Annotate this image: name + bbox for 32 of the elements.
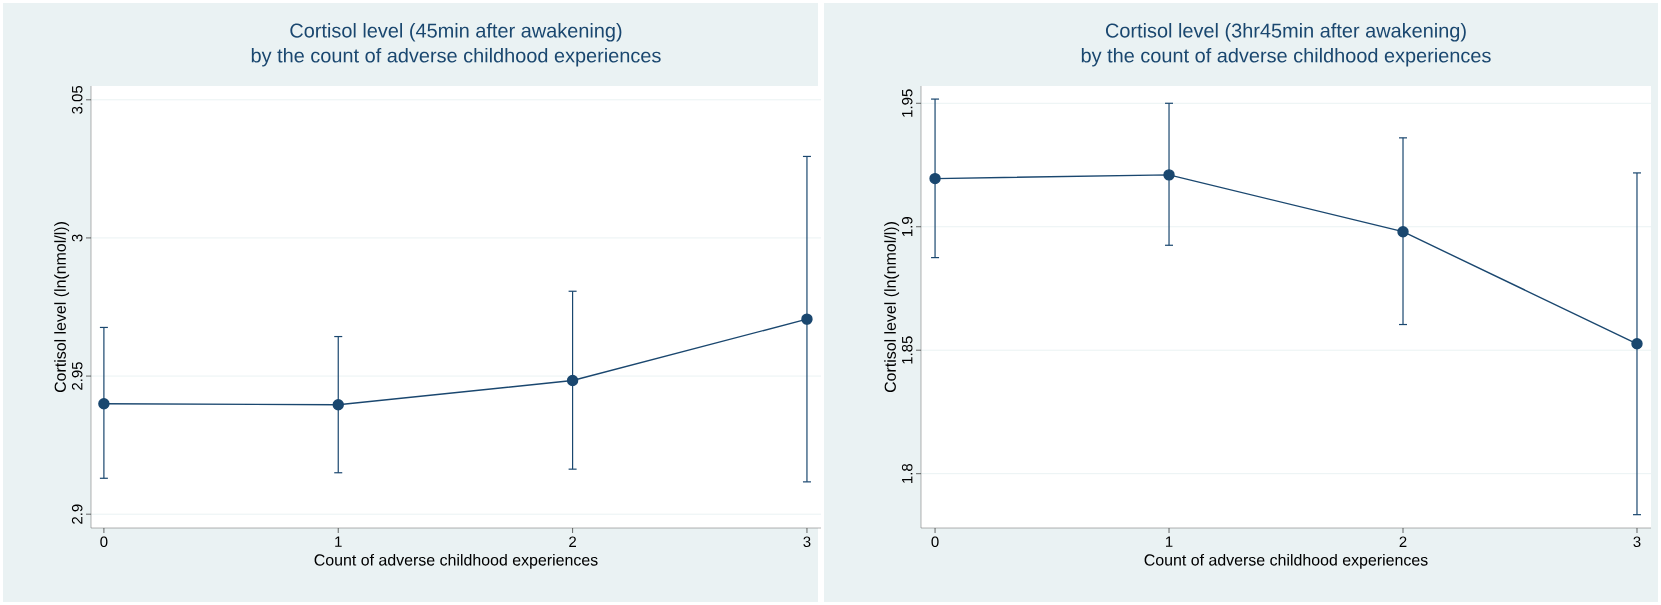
x-axis-title: Count of adverse childhood experiences (314, 553, 598, 569)
point (1163, 169, 1175, 181)
x-tick-label: 0 (931, 536, 939, 548)
point (98, 397, 110, 410)
y-tick-label: 3.05 (71, 85, 83, 114)
y-tick-label: 2.9 (71, 504, 83, 524)
chart-subtitle: by the count of adverse childhood experiences (1081, 47, 1491, 67)
chart-subtitle: by the count of adverse childhood experiences (251, 47, 661, 67)
y-tick-label: 1.8 (901, 463, 913, 483)
x-tick-label: 3 (803, 536, 811, 548)
y-tick-label: 1.95 (901, 89, 913, 117)
y-axis-title: Cortisol level (ln(nmol/l)) (54, 222, 70, 393)
point (801, 313, 813, 325)
x-axis-title: Count of adverse childhood experiences (1144, 553, 1428, 569)
x-tick-label: 3 (1633, 536, 1641, 548)
x-tick-label: 2 (1399, 536, 1407, 547)
y-tick-label: 2.95 (71, 362, 83, 390)
x-tick-label: 0 (100, 536, 108, 548)
y-axis-title: Cortisol level (ln(nmol/l)) (884, 222, 900, 393)
point (332, 399, 344, 411)
y-tick-label: 3 (71, 234, 83, 242)
point (929, 172, 941, 185)
x-tick-label: 2 (569, 536, 576, 547)
chart-title: Cortisol level (45min after awakening) (290, 23, 622, 42)
y-tick-label: 1.9 (901, 217, 913, 236)
y-tick-label: 1.85 (901, 336, 913, 364)
point (1631, 338, 1643, 350)
x-tick-label: 1 (335, 536, 342, 547)
chart-title: Cortisol level (3hr45min after awakening) (1105, 23, 1466, 42)
point (566, 374, 579, 387)
x-tick-label: 1 (1166, 536, 1173, 547)
point (1397, 225, 1409, 238)
